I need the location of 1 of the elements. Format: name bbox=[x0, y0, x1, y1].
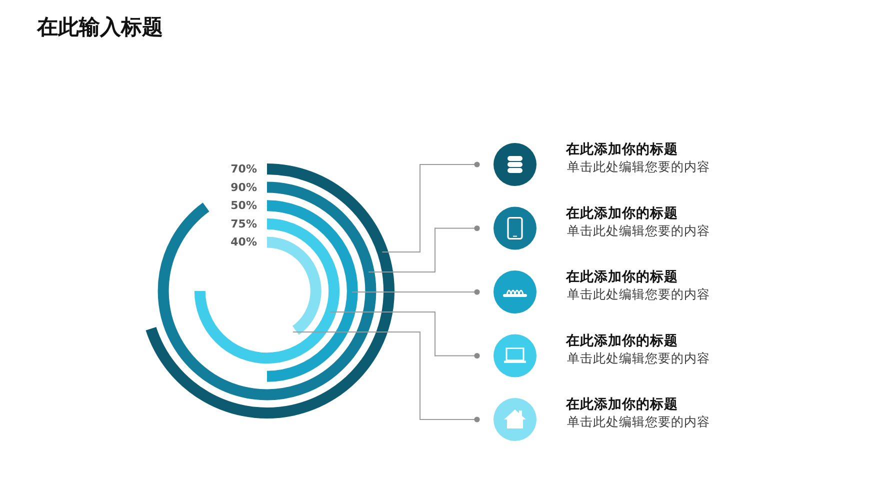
title: 在此输入标题 bbox=[37, 15, 163, 39]
